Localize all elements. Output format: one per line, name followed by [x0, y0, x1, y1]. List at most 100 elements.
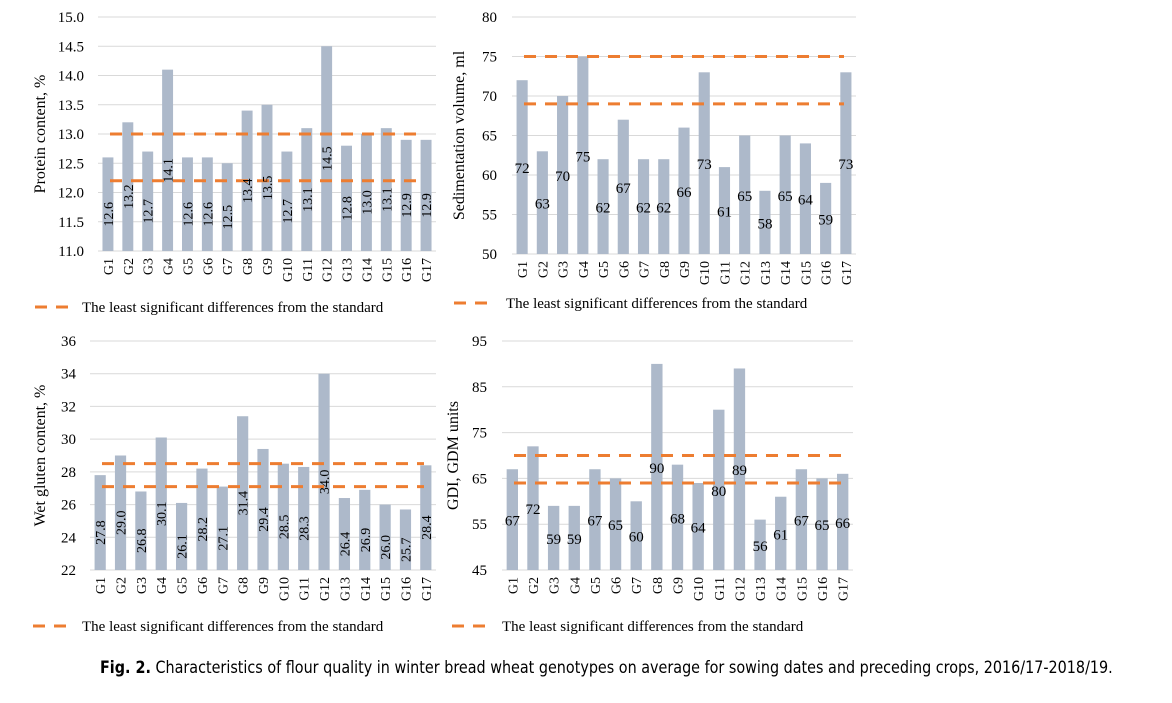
y-tick-label: 11.5: [58, 215, 84, 231]
x-tick-label: G16: [816, 577, 831, 601]
x-tick-label: G12: [739, 261, 754, 285]
bar-g8: [237, 416, 249, 570]
data-label: 58: [757, 216, 772, 232]
data-label: 31.4: [237, 491, 252, 516]
bar-g2: [536, 151, 548, 254]
data-label: 67: [587, 514, 603, 530]
bar-g14: [360, 134, 372, 251]
data-label: 68: [670, 511, 685, 527]
x-tick-label: G2: [122, 258, 137, 275]
bar-g16: [400, 139, 412, 251]
bar-g7: [630, 501, 642, 570]
data-label: 67: [505, 514, 521, 530]
x-tick-label: G4: [162, 258, 177, 275]
bar-g14: [779, 135, 791, 254]
data-label: 13.0: [360, 190, 375, 215]
bar-g16: [399, 509, 412, 570]
x-tick-label: G1: [516, 261, 531, 278]
data-label: 62: [596, 201, 611, 217]
x-tick-label: G8: [241, 258, 256, 275]
bar-g1: [516, 80, 528, 254]
y-tick-label: 12.5: [58, 156, 84, 172]
data-label: 67: [616, 181, 632, 197]
data-label: 56: [753, 539, 769, 555]
bar-g5: [182, 157, 193, 251]
data-label: 75: [575, 149, 590, 165]
y-tick-label: 26: [61, 498, 77, 514]
x-tick-label: G17: [420, 577, 435, 601]
bar-g7: [221, 163, 233, 251]
bar-g13: [754, 519, 766, 570]
bar-g6: [201, 157, 213, 251]
x-tick-label: G7: [638, 261, 653, 278]
x-tick-label: G6: [196, 577, 211, 594]
data-label: 12.6: [201, 202, 216, 227]
x-tick-label: G8: [651, 577, 666, 594]
x-tick-label: G9: [261, 258, 276, 275]
bar-g16: [820, 182, 832, 254]
x-tick-label: G10: [281, 258, 296, 282]
x-tick-label: G14: [775, 577, 790, 601]
x-tick-label: G4: [568, 577, 583, 594]
x-tick-label: G2: [527, 577, 542, 594]
x-tick-label: G4: [155, 577, 170, 594]
legend-label: The least significant differences from t…: [502, 619, 804, 635]
bar-g6: [617, 119, 629, 254]
x-tick-label: G14: [779, 261, 794, 285]
bar-g10: [692, 482, 704, 570]
legend-label: The least significant differences from t…: [82, 300, 384, 316]
y-tick-label: 32: [61, 399, 76, 415]
y-tick-label: 11.0: [58, 244, 84, 260]
bar-g17: [840, 72, 852, 254]
caption-text: Characteristics of flour quality in wint…: [150, 658, 1113, 677]
data-label: 12.6: [181, 202, 196, 227]
x-tick-label: G1: [506, 577, 521, 594]
bar-g11: [718, 167, 731, 254]
bar-g8: [651, 363, 663, 570]
bar-g9: [261, 104, 273, 251]
data-label: 59: [818, 212, 833, 228]
figure-caption: Fig. 2. Characteristics of flour quality…: [100, 655, 1166, 680]
data-label: 14.1: [162, 158, 177, 183]
data-label: 13.4: [241, 179, 256, 204]
x-tick-label: G7: [630, 577, 645, 594]
x-tick-label: G15: [795, 577, 810, 601]
y-axis-title: Wet gluten content, %: [32, 385, 49, 527]
data-label: 26.1: [176, 534, 191, 559]
data-label: 62: [656, 201, 671, 217]
x-tick-label: G17: [420, 258, 435, 282]
x-tick-label: G7: [216, 577, 231, 594]
x-tick-label: G8: [658, 261, 673, 278]
y-tick-label: 95: [472, 334, 487, 350]
x-tick-label: G17: [840, 261, 855, 285]
data-label: 66: [677, 185, 693, 201]
x-tick-label: G9: [678, 261, 693, 278]
bar-g15: [799, 143, 811, 254]
bar-g4: [155, 437, 167, 570]
legend-label: The least significant differences from t…: [82, 619, 384, 635]
x-tick-label: G13: [341, 258, 356, 282]
data-label: 26.4: [338, 532, 353, 557]
x-tick-label: G3: [135, 577, 150, 594]
bar-g10: [698, 72, 710, 254]
bar-g4: [568, 505, 580, 570]
x-tick-label: G3: [142, 258, 157, 275]
y-tick-label: 13.0: [58, 127, 84, 143]
y-tick-label: 70: [482, 89, 497, 105]
data-label: 65: [608, 518, 623, 534]
x-tick-label: G13: [338, 577, 353, 601]
data-label: 26.0: [379, 535, 394, 560]
x-tick-label: G9: [257, 577, 272, 594]
bar-g6: [609, 478, 622, 570]
x-tick-label: G5: [597, 261, 612, 278]
y-tick-label: 75: [482, 50, 497, 66]
bar-g3: [547, 505, 560, 570]
data-label: 73: [838, 157, 853, 173]
bar-g12: [318, 373, 330, 570]
data-label: 64: [798, 193, 814, 209]
data-label: 12.9: [420, 193, 435, 218]
x-tick-label: G16: [820, 261, 835, 285]
x-tick-label: G10: [277, 577, 292, 601]
bar-g9: [257, 448, 269, 570]
data-label: 27.8: [94, 520, 109, 545]
